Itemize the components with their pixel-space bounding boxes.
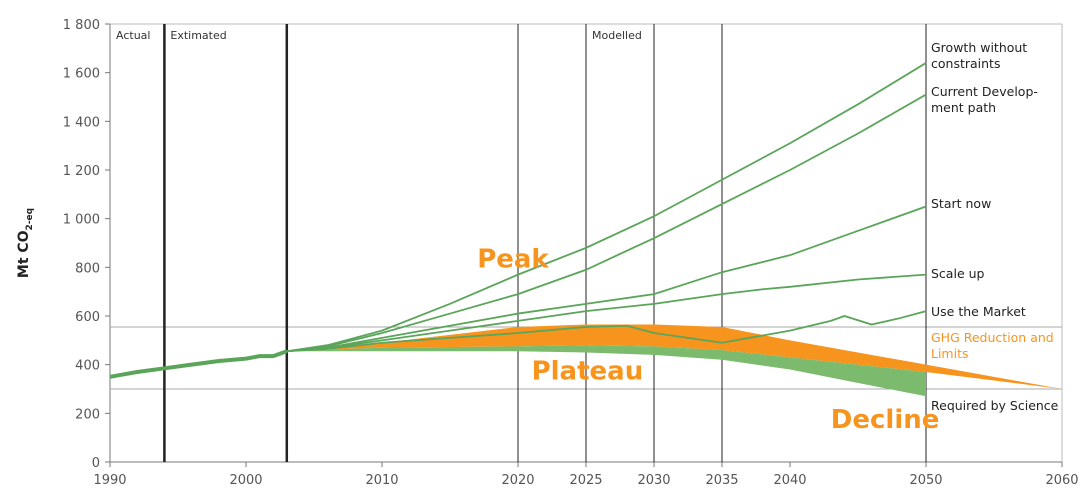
x-tick-label: 2020 [501,473,534,488]
x-tick-label: 2025 [569,473,602,488]
y-tick-label: 0 [92,456,100,471]
series-line [286,205,927,353]
y-axis-label-main: Mt CO [16,230,32,278]
y-tick-label: 400 [75,359,100,374]
y-tick-label: 1 000 [63,213,100,228]
x-tick-label: 2040 [773,473,806,488]
y-tick-label: 1 400 [63,115,100,130]
section-label: Actual [116,29,150,42]
series-line [286,310,927,353]
annotation: Plateau [532,356,644,386]
series-label: Use the Market [931,304,1026,319]
series-label: Current Develop-ment path [931,84,1038,115]
x-tick-label: 2010 [365,473,398,488]
y-tick-label: 1 200 [63,164,100,179]
series-line [286,273,927,353]
band [286,345,926,397]
series-label: Start now [931,196,992,211]
band [286,324,1062,389]
y-tick-label: 800 [75,261,100,276]
x-tick-label: 2060 [1045,473,1078,488]
series-line [286,62,927,353]
y-tick-label: 1 600 [63,67,100,82]
x-tick-label: 2030 [637,473,670,488]
section-label: Modelled [592,29,642,42]
y-axis-label-sub: 2-eq [25,208,35,231]
y-axis-label: Mt CO2-eq [16,208,35,278]
annotation: Decline [831,405,940,435]
section-label: Extimated [170,29,226,42]
series-label: GHG Reduction and Limits [931,330,1054,361]
y-tick-label: 1 800 [63,18,100,33]
history-line [109,349,288,379]
annotation: Peak [477,244,549,274]
y-tick-label: 200 [75,407,100,422]
x-tick-label: 2050 [909,473,942,488]
x-tick-label: 2000 [229,473,262,488]
y-tick-label: 600 [75,310,100,325]
series-label: Growth without constraints [931,40,1028,71]
x-tick-label: 1990 [93,473,126,488]
series-line [286,93,927,353]
series-label: Scale up [931,266,985,281]
series-label: Required by Science [931,398,1059,413]
x-tick-label: 2035 [705,473,738,488]
